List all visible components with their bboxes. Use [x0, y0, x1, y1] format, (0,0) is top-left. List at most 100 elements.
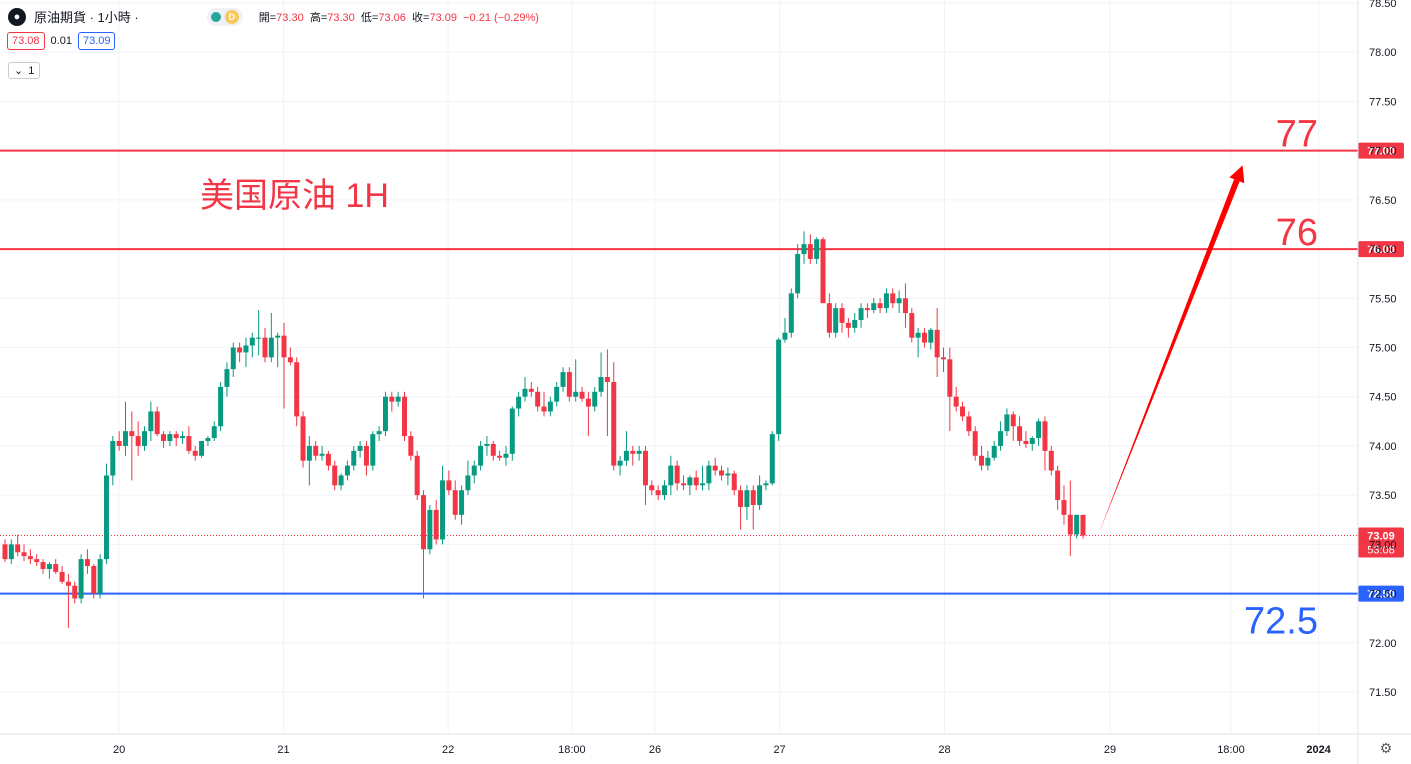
time-tick-label: 18:00 [558, 744, 586, 756]
level-label: 72.5 [1244, 601, 1318, 643]
price-tick-label: 74.00 [1369, 441, 1397, 453]
candle-body [541, 406, 547, 412]
candle-body [820, 239, 826, 304]
price-tick-label: 76.00 [1369, 244, 1397, 256]
candle-body [503, 453, 509, 458]
candle-body [972, 431, 978, 456]
time-tick-label: 28 [938, 744, 950, 756]
candle-body [940, 357, 946, 360]
candle-body [706, 465, 712, 484]
candle-body [395, 396, 401, 402]
countdown-label: 53:08 [1367, 544, 1395, 556]
change-value: −0.21 (−0.29%) [463, 11, 539, 24]
candle-body [148, 411, 154, 432]
candle-body [655, 490, 661, 496]
candle-body [59, 571, 65, 582]
candle-body [814, 239, 820, 259]
candle-body [915, 332, 921, 338]
last-price-label: 73.09 [1367, 530, 1395, 542]
symbol-title[interactable]: 原油期貨 · 1小時 · [34, 10, 139, 25]
horizontal-levels: 77 77.00 76 76.00 72.5 72.50 73.09 53:08 [0, 114, 1404, 643]
candle-body [256, 337, 262, 339]
candle-body [1010, 414, 1016, 427]
high-value: 73.30 [327, 11, 355, 24]
indicator-count: 1 [28, 64, 35, 77]
candle-body [224, 369, 230, 387]
settings-gear-icon[interactable]: ⚙ [1379, 739, 1393, 756]
candle-body [465, 475, 471, 491]
price-tick-label: 73.00 [1369, 539, 1397, 551]
candle-body [382, 396, 388, 432]
buy-button[interactable]: 73.09 [77, 32, 116, 50]
candle-body [1080, 514, 1086, 536]
candle-body [877, 303, 883, 309]
low-label: 低= [360, 11, 379, 24]
crude-oil-drop-icon: ● [8, 7, 26, 26]
candle-body [1055, 470, 1061, 501]
candle-body [281, 335, 287, 358]
candle-body [731, 473, 737, 491]
candle-body [325, 453, 331, 466]
candle-body [991, 445, 997, 458]
candle-body [738, 490, 744, 507]
d-badge: D [224, 9, 239, 24]
level-axis-badge [1358, 241, 1404, 258]
candle-body [27, 556, 33, 560]
candle-body [497, 455, 503, 458]
candle-body [807, 244, 813, 259]
market-status-pill[interactable]: D [206, 7, 243, 26]
time-axis[interactable]: 20 21 22 18:00 26 27 28 29 18:00 2024 [0, 733, 1411, 756]
indicators-toggle[interactable]: ⌄ 1 [8, 62, 41, 79]
candle-body [681, 483, 687, 486]
candle-body [205, 438, 211, 442]
candle-body [91, 566, 97, 594]
trade-buttons: 73.08 0.01 73.09 [7, 32, 116, 50]
ohlc-values: 開=73.30 高=73.30 低=73.06 收=73.09 −0.21 (−… [259, 9, 539, 25]
high-label: 高= [309, 11, 328, 24]
candle-body [630, 450, 636, 454]
forecast-arrow [1098, 165, 1245, 536]
candle-body [427, 509, 433, 550]
candle-body [319, 453, 325, 456]
candle-body [719, 470, 725, 476]
sell-button[interactable]: 73.08 [7, 32, 45, 50]
candle-body [1074, 514, 1080, 535]
candle-body [46, 564, 52, 569]
price-tick-label: 78.00 [1369, 47, 1397, 59]
candle-body [528, 388, 534, 392]
candle-body [516, 396, 522, 409]
price-tick-label: 77.00 [1369, 146, 1397, 158]
price-axis[interactable]: 78.50 78.00 77.50 77.00 76.50 76.00 75.50 75.00… [1357, 0, 1397, 764]
candle-body [535, 391, 541, 407]
arrow-head [1229, 165, 1245, 184]
candle-body [1036, 421, 1042, 439]
candle-body [725, 473, 731, 476]
candle-body [744, 490, 750, 507]
candle-body [53, 564, 59, 572]
candle-body [129, 431, 135, 437]
time-tick-label: 18:00 [1217, 744, 1245, 756]
spread-value: 0.01 [50, 35, 72, 47]
candle-body [154, 411, 160, 435]
price-tick-label: 74.50 [1369, 392, 1397, 404]
candle-body [1061, 500, 1067, 515]
candle-body [579, 391, 585, 399]
candle-body [357, 445, 363, 451]
candle-body [604, 377, 610, 382]
candle-body [668, 465, 674, 486]
candle-body [547, 401, 553, 412]
candle-body [15, 544, 21, 553]
candle-body [490, 443, 496, 456]
candle-body [230, 347, 236, 370]
level-label: 76 [1276, 212, 1318, 254]
candle-body [826, 303, 832, 333]
candle-body [142, 431, 148, 446]
candle-body [262, 337, 268, 358]
candle-body [1048, 450, 1054, 471]
candle-body [110, 441, 116, 476]
candle-body [2, 544, 8, 560]
close-value: 73.09 [429, 11, 457, 24]
candle-body [408, 436, 414, 456]
price-tick-label: 75.00 [1369, 343, 1397, 355]
